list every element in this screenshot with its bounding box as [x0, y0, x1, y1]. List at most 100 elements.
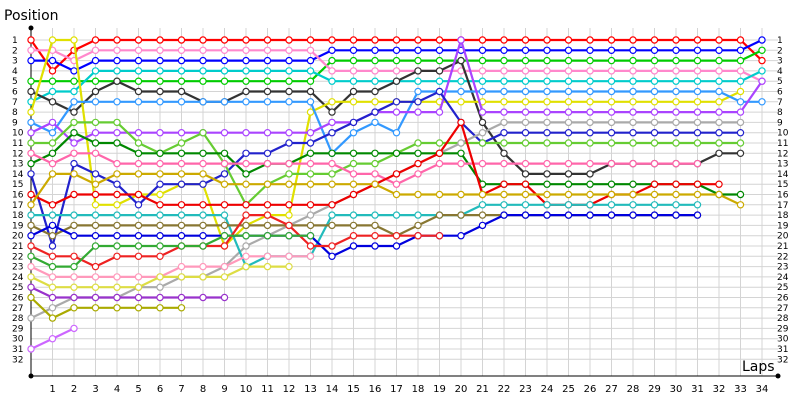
x-tick-label: 15 [347, 384, 360, 395]
data-point [177, 77, 186, 85]
data-point [349, 231, 358, 240]
data-point [285, 128, 293, 137]
data-point [629, 67, 637, 75]
data-point [285, 87, 293, 96]
data-point [349, 87, 358, 96]
axis-origin-marker [28, 373, 34, 379]
data-point [371, 77, 379, 85]
data-point [220, 242, 229, 250]
data-point [199, 98, 207, 106]
data-point [715, 67, 723, 75]
data-point [392, 98, 401, 106]
data-point [457, 149, 465, 157]
data-point [586, 67, 594, 75]
data-point [263, 128, 272, 137]
series-22 [27, 252, 315, 281]
data-point [70, 211, 78, 219]
x-tick-label: 34 [756, 384, 769, 395]
data-point [156, 293, 164, 302]
data-point [199, 221, 207, 230]
data-point [134, 139, 143, 147]
y-tick-label: 2 [12, 46, 18, 56]
data-point [113, 201, 121, 209]
data-point [693, 180, 702, 188]
data-point [70, 36, 78, 44]
data-point [134, 304, 143, 312]
data-point [672, 180, 680, 188]
data-point [736, 56, 745, 65]
data-point [306, 170, 315, 178]
data-point [328, 242, 336, 250]
data-point [328, 108, 336, 116]
data-point [27, 262, 35, 271]
data-point [500, 87, 508, 96]
data-point [220, 56, 229, 65]
data-point [70, 98, 78, 106]
data-point [500, 46, 508, 55]
data-point [715, 36, 723, 44]
data-point [672, 98, 680, 106]
data-point [478, 56, 487, 65]
data-point [242, 149, 250, 157]
data-point [48, 221, 57, 230]
y-tick-label-right: 21 [777, 242, 788, 252]
y-tick-label-right: 32 [777, 355, 788, 365]
data-point [220, 149, 229, 157]
data-point [478, 159, 487, 168]
data-point [242, 242, 250, 250]
data-point [629, 180, 637, 188]
data-point [715, 98, 723, 106]
data-point [693, 128, 702, 137]
data-point [564, 118, 573, 127]
data-point [220, 67, 229, 75]
y-tick-labels-right: 1234567891011121314151617181920212223242… [777, 36, 789, 365]
data-point [113, 139, 121, 147]
data-point [199, 149, 207, 157]
data-point [27, 128, 35, 137]
data-point [328, 170, 336, 178]
data-point [414, 170, 422, 178]
data-point [715, 190, 723, 199]
data-point [586, 87, 594, 96]
data-point [543, 46, 551, 55]
data-point [564, 108, 573, 116]
data-point [91, 293, 100, 302]
data-point [27, 77, 35, 85]
data-point [242, 252, 250, 260]
data-point [177, 180, 186, 188]
data-point [478, 67, 487, 75]
x-tick-label: 9 [221, 384, 227, 395]
data-point [220, 293, 229, 302]
data-point [91, 283, 100, 291]
data-point [457, 36, 465, 44]
data-point [48, 87, 57, 96]
data-point [693, 108, 702, 116]
data-point [91, 211, 100, 219]
data-point [521, 190, 530, 199]
data-point [650, 180, 659, 188]
data-point [263, 252, 272, 260]
data-point [564, 170, 573, 178]
y-tick-label: 31 [12, 345, 23, 355]
data-point [306, 36, 315, 44]
data-point [285, 67, 293, 75]
data-point [392, 67, 401, 75]
y-tick-label-right: 26 [777, 294, 789, 304]
data-point [693, 87, 702, 96]
data-point [113, 293, 121, 302]
data-point [91, 56, 100, 65]
data-point [564, 190, 573, 199]
data-point [91, 98, 100, 106]
y-tick-label: 11 [12, 139, 23, 149]
data-point [91, 139, 100, 147]
data-point [521, 77, 530, 85]
data-point [349, 98, 358, 106]
data-point [156, 221, 164, 230]
data-point [693, 67, 702, 75]
data-point [457, 231, 465, 240]
data-point [220, 159, 229, 168]
x-tick-label: 14 [326, 384, 339, 395]
data-point [672, 36, 680, 44]
data-point [414, 46, 422, 55]
